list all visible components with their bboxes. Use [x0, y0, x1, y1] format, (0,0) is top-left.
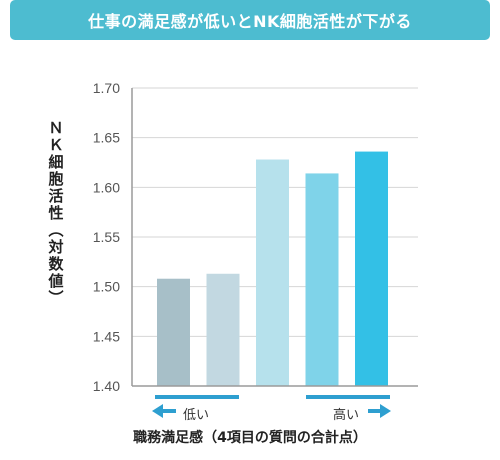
low-range-line: [155, 395, 239, 399]
right-arrow-shaft: [368, 409, 382, 413]
y-tick-label: 1.50: [93, 279, 120, 295]
bar: [206, 273, 240, 386]
y-tick-label: 1.55: [93, 229, 120, 245]
chart-title-banner: 仕事の満足感が低いとNK細胞活性が下がる: [10, 0, 490, 40]
bar: [355, 151, 388, 386]
high-range-line: [306, 395, 390, 399]
direction-indicator: [152, 395, 391, 418]
y-tick-label: 1.45: [93, 328, 120, 344]
bars: [157, 151, 388, 386]
y-tick-label: 1.70: [93, 80, 120, 96]
y-axis-label-container: ＮＫ細胞活性（対数値）: [38, 120, 74, 330]
y-axis-label: ＮＫ細胞活性（対数値）: [46, 120, 65, 307]
right-arrow-icon: [380, 404, 391, 418]
chart-title: 仕事の満足感が低いとNK細胞活性が下がる: [88, 12, 412, 31]
bar: [157, 278, 190, 386]
high-label: 高い: [333, 408, 360, 423]
low-label: 低い: [183, 408, 210, 423]
y-tick-label: 1.65: [93, 130, 120, 146]
x-axis-label: 職務満足感（4項目の質問の合計点）: [133, 430, 367, 446]
y-tick-label: 1.40: [93, 378, 120, 394]
y-tick-label: 1.60: [93, 179, 120, 195]
left-arrow-shaft: [162, 409, 176, 413]
left-arrow-icon: [152, 404, 163, 418]
bar: [256, 159, 289, 386]
y-tick-labels: 1.40 1.45 1.50 1.55 1.60 1.65 1.70: [93, 80, 120, 394]
bar: [305, 173, 339, 386]
